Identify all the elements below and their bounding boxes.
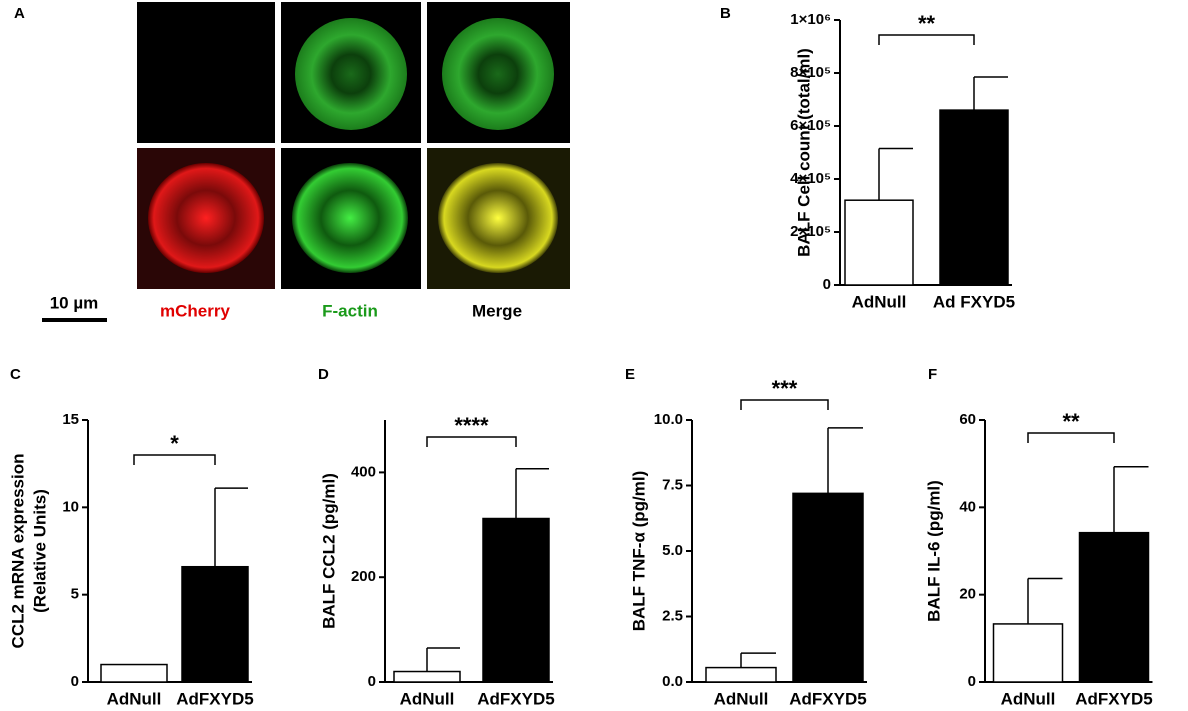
x-tick-label: AdNull — [107, 689, 162, 708]
bar — [181, 565, 249, 683]
cell — [295, 18, 407, 130]
micrographs — [42, 2, 570, 322]
x-tick-label: AdFXYD5 — [1075, 689, 1152, 708]
x-tick-label: AdNull — [1001, 689, 1056, 708]
x-tick-label: AdFXYD5 — [176, 689, 253, 708]
y-tick-label: 5 — [71, 586, 79, 603]
y-tick-label: 0.0 — [662, 673, 683, 690]
y-tick-label: 400 — [351, 463, 376, 480]
x-tick-label: AdFXYD5 — [477, 689, 554, 708]
channel-label: mCherry — [160, 301, 230, 320]
significance-bracket — [878, 34, 975, 45]
x-tick-label: AdFXYD5 — [789, 689, 866, 708]
cell — [442, 18, 554, 130]
bar — [705, 666, 777, 683]
significance-label: ** — [918, 11, 936, 36]
y-axis-label: BALF CCL2 (pg/ml) — [319, 473, 338, 629]
cell — [438, 163, 558, 273]
cell — [148, 163, 264, 273]
y-tick-label: 1×10⁶ — [790, 11, 831, 28]
y-tick-label: 8×10⁵ — [790, 64, 831, 81]
image — [137, 2, 275, 143]
bar — [393, 670, 461, 683]
significance-label: ** — [1062, 409, 1080, 434]
y-axis-label: CCL2 mRNA expression — [8, 454, 27, 649]
y-tick-label: 40 — [959, 498, 976, 515]
y-tick-label: 15 — [62, 411, 79, 428]
y-tick-label: 0 — [368, 673, 376, 690]
panel-label: C — [10, 366, 21, 383]
y-tick-label: 2×10⁵ — [790, 223, 831, 240]
y-tick-label: 60 — [959, 411, 976, 428]
y-tick-label: 6×10⁵ — [790, 117, 831, 134]
y-tick-label: 200 — [351, 568, 376, 585]
panel-label: A — [14, 5, 25, 22]
significance-bracket — [133, 454, 216, 465]
y-tick-label: 5.0 — [662, 542, 683, 559]
channel-label: Merge — [472, 301, 522, 320]
panel-label: D — [318, 366, 329, 383]
panel-label: F — [928, 366, 937, 383]
cell — [292, 163, 408, 273]
significance-bracket — [1027, 432, 1115, 443]
y-axis-label: BALF Cell count (total/ml) — [794, 48, 813, 257]
y-tick-label: 0 — [71, 673, 79, 690]
y-axis-label: BALF IL-6 (pg/ml) — [924, 480, 943, 622]
significance-label: *** — [772, 376, 798, 401]
bar — [992, 623, 1064, 683]
y-axis-label: (Relative Units) — [30, 489, 49, 613]
y-tick-label: 20 — [959, 586, 976, 603]
channel-label: F-actin — [322, 301, 378, 320]
bar — [939, 109, 1009, 286]
significance-label: * — [170, 431, 179, 456]
significance-bracket — [740, 399, 829, 410]
bar — [844, 199, 914, 286]
significance-label: **** — [454, 413, 489, 438]
bar — [482, 517, 550, 683]
y-tick-label: 2.5 — [662, 607, 683, 624]
panel-label: B — [720, 5, 731, 22]
bar — [1078, 531, 1150, 683]
y-tick-label: 7.5 — [662, 476, 683, 493]
x-tick-label: AdNull — [400, 689, 455, 708]
y-tick-label: 4×10⁵ — [790, 170, 831, 187]
x-tick-label: Ad FXYD5 — [933, 292, 1015, 311]
x-tick-label: AdNull — [852, 292, 907, 311]
y-tick-label: 0 — [968, 673, 976, 690]
y-tick-label: 10.0 — [654, 411, 683, 428]
y-axis-label: BALF TNF-α (pg/ml) — [629, 471, 648, 632]
bar — [100, 663, 168, 683]
bar — [792, 492, 864, 683]
y-tick-label: 10 — [62, 498, 79, 515]
panel-label: E — [625, 366, 635, 383]
scale-label: 10 µm — [50, 293, 99, 312]
significance-bracket — [426, 436, 517, 447]
y-tick-label: 0 — [823, 276, 831, 293]
x-tick-label: AdNull — [714, 689, 769, 708]
